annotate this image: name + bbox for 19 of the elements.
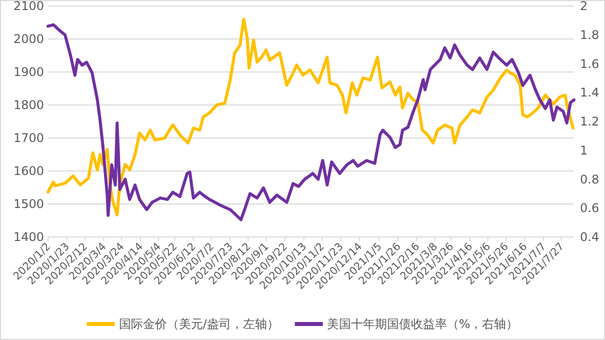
legend-label: 国际金价（美元/盎司，左轴） xyxy=(118,317,279,331)
y2-tick-label: 0.4 xyxy=(580,230,600,244)
y2-tick-label: 1 xyxy=(580,143,588,158)
y-tick-label: 1600 xyxy=(13,164,44,178)
y-tick-label: 2100 xyxy=(13,0,44,13)
y2-tick-label: 2 xyxy=(580,0,588,13)
y2-tick-label: 1.4 xyxy=(580,86,600,100)
y-tick-label: 1400 xyxy=(13,230,44,244)
y2-tick-label: 0.8 xyxy=(580,172,600,186)
y-tick-label: 1700 xyxy=(13,131,44,145)
y2-tick-label: 1.8 xyxy=(580,28,600,42)
legend-label: 美国十年期国债收益率（%，右轴） xyxy=(326,317,518,331)
y-tick-label: 1500 xyxy=(13,197,44,211)
y-tick-label: 1900 xyxy=(13,65,44,79)
y2-tick-label: 1.2 xyxy=(580,114,600,128)
y-tick-label: 2000 xyxy=(13,32,44,46)
y-tick-label: 1800 xyxy=(13,98,44,112)
y2-tick-label: 0.6 xyxy=(580,201,600,216)
y2-tick-label: 1.6 xyxy=(580,56,600,71)
